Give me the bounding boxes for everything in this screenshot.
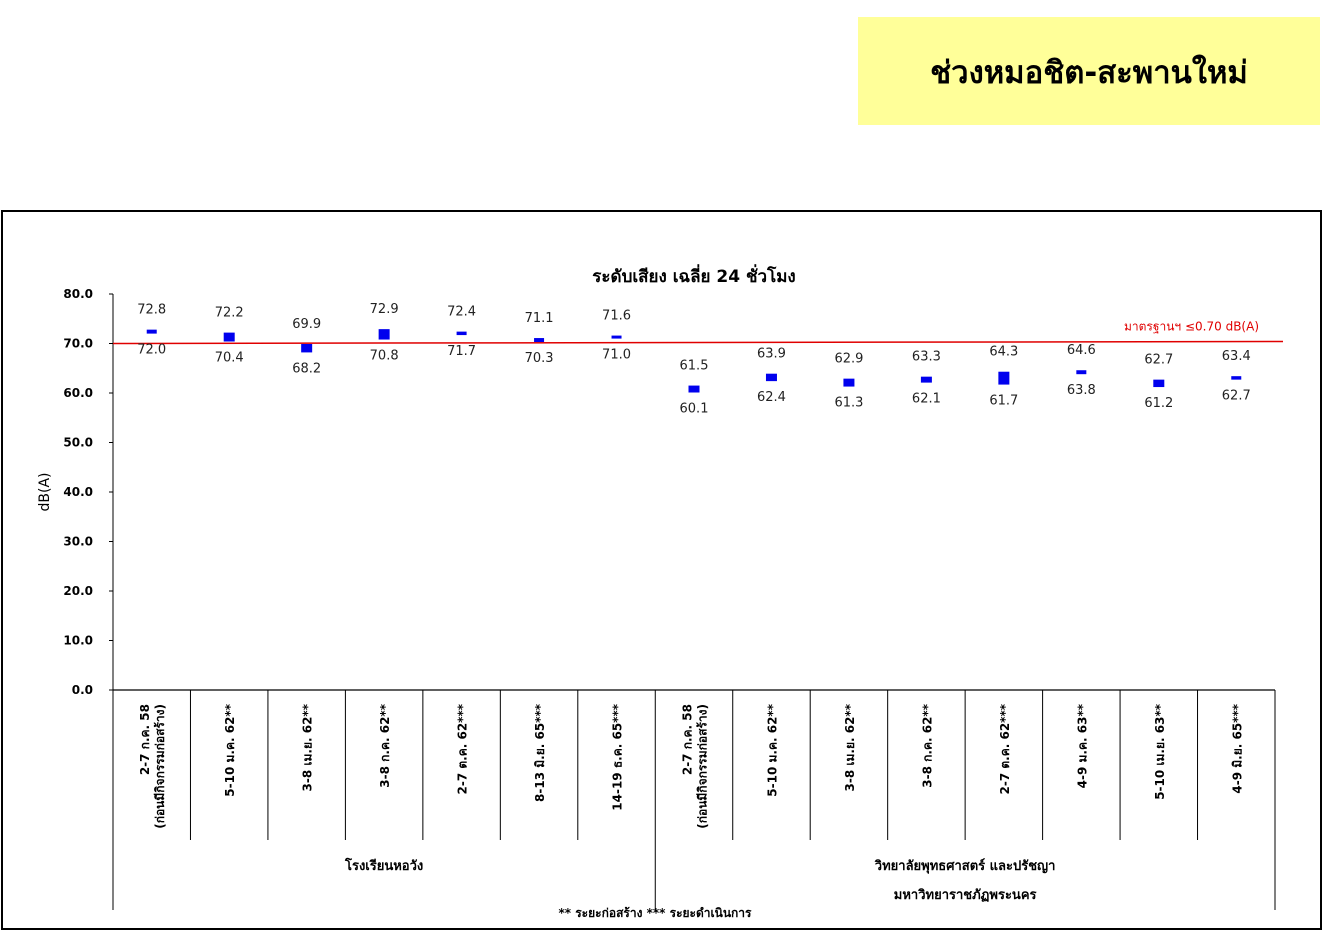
range-marker <box>1076 370 1087 375</box>
x-tick-label: 2-7 ต.ค. 62*** <box>456 703 470 794</box>
max-value-label: 69.9 <box>292 317 321 332</box>
y-tick-label: 50.0 <box>63 436 93 450</box>
range-marker <box>1231 376 1242 380</box>
max-value-label: 64.6 <box>1067 343 1096 358</box>
max-value-label: 61.5 <box>680 359 709 374</box>
max-value-label: 63.3 <box>912 350 941 365</box>
y-tick-label: 70.0 <box>63 337 93 351</box>
range-marker <box>223 332 235 342</box>
range-marker <box>146 329 157 334</box>
max-value-label: 71.1 <box>525 311 554 326</box>
min-value-label: 70.3 <box>525 351 554 366</box>
max-value-label: 62.9 <box>834 352 863 367</box>
standard-label: มาตรฐานฯ ≤0.70 dB(A) <box>1124 320 1259 334</box>
min-value-label: 71.0 <box>602 348 631 363</box>
x-tick-label: 5-10 ม.ค. 62** <box>765 703 779 796</box>
x-tick-label: 2-7 ก.ค. 58 <box>138 704 152 775</box>
x-tick-label: 14-19 ธ.ค. 65*** <box>611 703 625 810</box>
range-marker <box>456 331 467 336</box>
min-value-label: 70.4 <box>215 351 244 366</box>
y-tick-label: 10.0 <box>63 634 93 648</box>
x-tick-label: 2-7 ต.ค. 62*** <box>998 703 1012 794</box>
group-label: โรงเรียนหอวัง <box>344 857 423 874</box>
max-value-label: 72.2 <box>215 306 244 321</box>
y-tick-label: 60.0 <box>63 386 93 400</box>
x-tick-label: 3-8 เม.ย. 62** <box>843 703 857 791</box>
range-marker <box>998 371 1010 385</box>
y-axis-label: dB(A) <box>37 473 53 512</box>
x-tick-label: 3-8 เม.ย. 62** <box>301 703 315 791</box>
min-value-label: 60.1 <box>680 402 709 417</box>
range-marker <box>534 338 545 343</box>
x-tick-label: 4-9 ม.ค. 63** <box>1075 703 1089 788</box>
x-tick-label: 5-10 ม.ค. 62** <box>223 703 237 796</box>
group-label: มหาวิทยาราชภัฏพระนคร <box>894 888 1037 903</box>
y-tick-label: 40.0 <box>63 485 93 499</box>
x-tick-label: (ก่อนมีกิจกรรมก่อสร้าง) <box>153 704 167 829</box>
x-tick-label: 4-9 มิ.ย. 65*** <box>1230 703 1244 793</box>
x-tick-label: 3-8 ก.ค. 62** <box>378 703 392 787</box>
range-marker <box>1153 379 1165 388</box>
max-value-label: 63.9 <box>757 347 786 362</box>
header-box: ช่วงหมอชิต-สะพานใหม่ <box>858 17 1320 125</box>
range-marker <box>843 378 855 387</box>
min-value-label: 62.4 <box>757 390 786 405</box>
y-tick-label: 80.0 <box>63 287 93 301</box>
chart-title: ระดับเสียง เฉลี่ย 24 ชั่วโมง <box>592 264 795 287</box>
range-marker <box>688 385 700 393</box>
y-tick-label: 0.0 <box>72 683 93 697</box>
y-tick-label: 30.0 <box>63 535 93 549</box>
chart-frame: ระดับเสียง เฉลี่ย 24 ชั่วโมง dB(A) 0.0 10.0… <box>1 210 1322 930</box>
min-value-label: 61.7 <box>989 394 1018 409</box>
x-tick-label: (ก่อนมีกิจกรรมก่อสร้าง) <box>696 704 710 829</box>
min-value-label: 71.7 <box>447 344 476 359</box>
min-value-label: 63.8 <box>1067 383 1096 398</box>
footnote: ** ระยะก่อสร้าง *** ระยะดำเนินการ <box>559 906 753 920</box>
x-tick-label: 2-7 ก.ค. 58 <box>681 704 695 775</box>
range-marker <box>920 376 932 383</box>
noise-level-chart: ระดับเสียง เฉลี่ย 24 ชั่วโมง dB(A) 0.0 10.0… <box>37 264 1284 920</box>
y-tick-label: 20.0 <box>63 584 93 598</box>
min-value-label: 61.2 <box>1144 396 1173 411</box>
max-value-label: 62.7 <box>1144 353 1173 368</box>
max-value-label: 63.4 <box>1222 349 1251 364</box>
max-value-label: 72.9 <box>370 302 399 317</box>
min-value-label: 72.0 <box>137 343 166 358</box>
min-value-label: 70.8 <box>370 349 399 364</box>
max-value-label: 72.4 <box>447 305 476 320</box>
page-title: ช่วงหมอชิต-สะพานใหม่ <box>930 55 1248 91</box>
max-value-label: 64.3 <box>989 345 1018 360</box>
range-marker <box>611 335 622 339</box>
x-tick-label: 5-10 เม.ย. 63** <box>1153 703 1167 800</box>
standard-line <box>112 340 1284 345</box>
x-tick-label: 3-8 ก.ค. 62** <box>920 703 934 787</box>
min-value-label: 68.2 <box>292 361 321 376</box>
min-value-label: 62.1 <box>912 392 941 407</box>
max-value-label: 72.8 <box>137 303 166 318</box>
x-tick-label: 8-13 มิ.ย. 65*** <box>533 703 547 802</box>
group-label: วิทยาลัยพุทธศาสตร์ และปรัชญา <box>874 858 1055 874</box>
range-marker <box>765 373 777 382</box>
range-marker <box>378 329 390 340</box>
max-value-label: 71.6 <box>602 309 631 324</box>
min-value-label: 62.7 <box>1222 389 1251 404</box>
range-marker <box>301 343 313 353</box>
min-value-label: 61.3 <box>834 396 863 411</box>
